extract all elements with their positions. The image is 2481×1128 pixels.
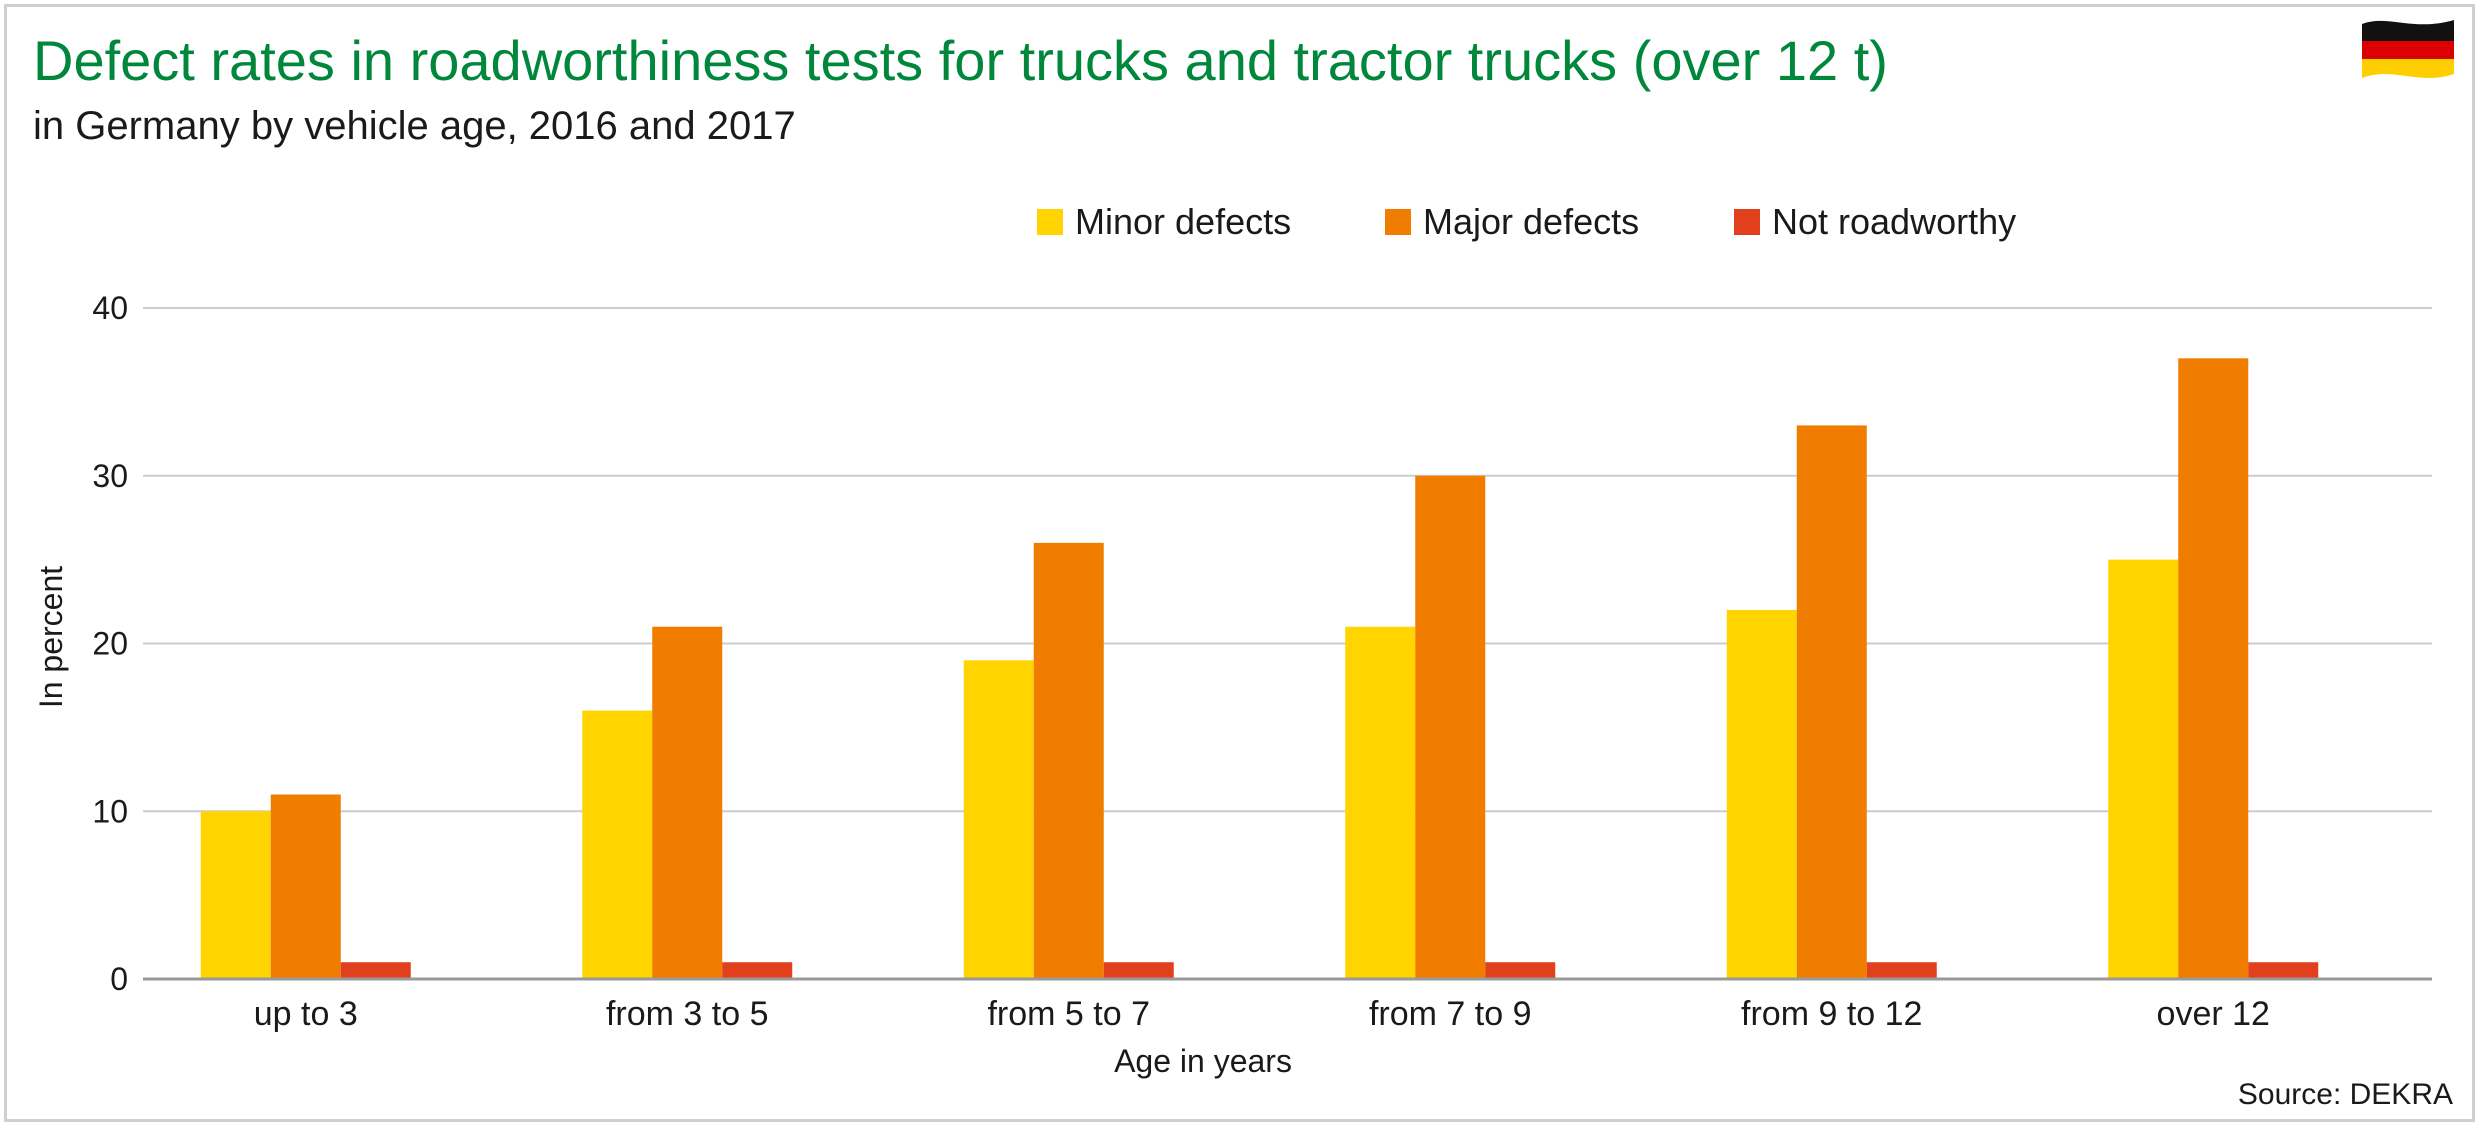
legend-label: Major defects: [1423, 201, 1639, 242]
bar-not-roadworthy: [2248, 962, 2319, 979]
legend-swatch: [1734, 209, 1760, 235]
axes: 0 10 20 30 40 up to 3 from 3 to 5 from 5 to 7 fr…: [92, 290, 2432, 1033]
legend: Minor defects Major defects Not roadworthy: [1037, 201, 2016, 242]
bar-major-defects: [270, 794, 341, 979]
bar-minor-defects: [1345, 626, 1416, 979]
bar-minor-defects: [963, 660, 1034, 979]
y-tick-label: 40: [92, 290, 128, 326]
x-tick-label: over 12: [2157, 995, 2270, 1033]
bar-not-roadworthy: [1866, 962, 1937, 979]
bar-major-defects: [652, 626, 723, 979]
bar-not-roadworthy: [1485, 962, 1556, 979]
legend-swatch: [1385, 209, 1411, 235]
y-tick-label: 30: [92, 458, 128, 494]
bar-major-defects: [2178, 358, 2249, 979]
legend-swatch: [1037, 209, 1063, 235]
bar-major-defects: [1033, 542, 1104, 979]
bar-major-defects: [1415, 475, 1486, 979]
bar-not-roadworthy: [1103, 962, 1174, 979]
bars: [200, 358, 2319, 979]
bar-not-roadworthy: [722, 962, 793, 979]
bar-major-defects: [1796, 425, 1867, 979]
bar-minor-defects: [1726, 609, 1797, 979]
x-tick-label: from 5 to 7: [987, 995, 1150, 1033]
x-tick-label: from 3 to 5: [606, 995, 769, 1033]
y-tick-label: 0: [110, 961, 128, 997]
bar-minor-defects: [582, 710, 653, 979]
y-axis-label: In percent: [33, 566, 69, 708]
chart-frame: [4, 4, 2475, 1122]
chart-subtitle: in Germany by vehicle age, 2016 and 2017: [33, 104, 796, 148]
x-tick-label: from 9 to 12: [1741, 995, 1922, 1033]
germany-flag-icon: [2362, 20, 2454, 78]
bar-minor-defects: [2108, 559, 2179, 979]
x-tick-label: up to 3: [254, 995, 358, 1033]
x-axis-label: Age in years: [1114, 1043, 1292, 1079]
x-tick-label: from 7 to 9: [1369, 995, 1532, 1033]
legend-label: Not roadworthy: [1772, 201, 2016, 242]
grid-lines: [143, 307, 2432, 813]
bar-not-roadworthy: [340, 962, 411, 979]
chart-title: Defect rates in roadworthiness tests for…: [33, 29, 1888, 92]
legend-label: Minor defects: [1075, 201, 1291, 242]
y-tick-label: 20: [92, 626, 128, 662]
source-note: Source: DEKRA: [2237, 1078, 2453, 1111]
bar-minor-defects: [200, 811, 271, 979]
y-tick-label: 10: [92, 793, 128, 829]
